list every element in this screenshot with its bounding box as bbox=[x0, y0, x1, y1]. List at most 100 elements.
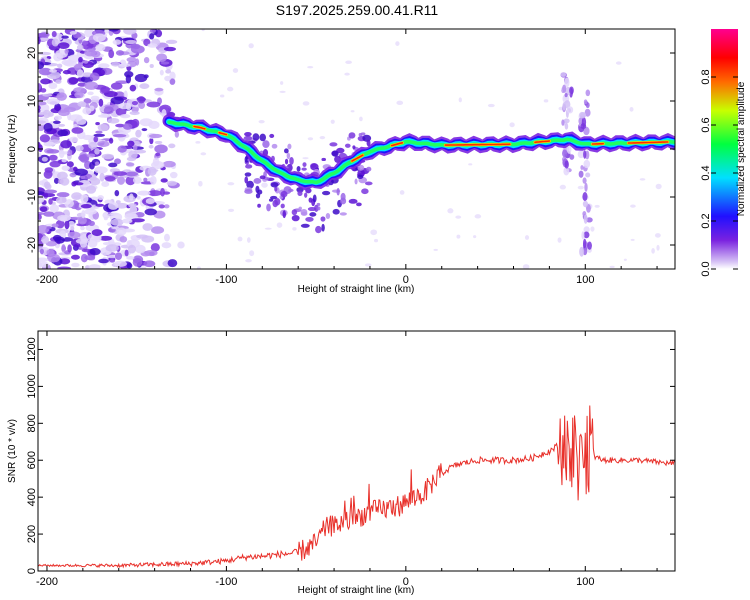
noise-blob bbox=[566, 106, 574, 114]
noise-blob bbox=[126, 57, 137, 63]
noise-blob bbox=[271, 143, 278, 149]
noise-blob bbox=[297, 190, 303, 197]
noise-blob bbox=[583, 238, 587, 249]
noise-blob bbox=[64, 48, 69, 54]
noise-blob bbox=[57, 129, 69, 137]
noise-blob bbox=[583, 226, 590, 233]
noise-blob bbox=[76, 44, 84, 51]
noise-blob bbox=[132, 176, 142, 184]
noise-blob bbox=[77, 179, 91, 188]
noise-blob bbox=[487, 103, 495, 108]
noise-blob bbox=[84, 81, 98, 90]
noise-blob bbox=[473, 235, 477, 239]
spectrogram-content bbox=[38, 29, 675, 269]
noise-blob bbox=[248, 43, 254, 49]
noise-blob bbox=[75, 32, 82, 38]
noise-blob bbox=[344, 143, 351, 148]
noise-blob bbox=[252, 133, 260, 141]
noise-blob bbox=[77, 216, 87, 225]
snr-y-tick-label: 1000 bbox=[26, 374, 38, 398]
noise-blob bbox=[94, 148, 100, 155]
noise-blob bbox=[61, 165, 70, 171]
ridge-peak-segment bbox=[627, 141, 669, 144]
noise-blob bbox=[83, 98, 92, 104]
ridge-peak-segment bbox=[193, 125, 206, 130]
noise-blob bbox=[41, 235, 50, 244]
noise-blob bbox=[71, 262, 80, 268]
noise-blob bbox=[88, 220, 95, 227]
noise-blob bbox=[53, 120, 61, 125]
noise-blob bbox=[38, 257, 49, 263]
spectrogram-x-tick-label: 0 bbox=[403, 274, 409, 286]
noise-blob bbox=[101, 181, 110, 188]
noise-blob bbox=[154, 87, 164, 92]
noise-blob bbox=[95, 130, 103, 134]
noise-blob bbox=[580, 112, 586, 117]
noise-blob bbox=[307, 207, 317, 212]
noise-blob bbox=[137, 190, 151, 196]
noise-blob bbox=[81, 248, 92, 253]
noise-blob bbox=[114, 158, 121, 165]
noise-blob bbox=[244, 131, 252, 137]
snr-frame bbox=[37, 330, 676, 572]
noise-blob bbox=[456, 234, 461, 239]
noise-blob bbox=[117, 176, 126, 185]
noise-blob bbox=[237, 236, 243, 242]
noise-blob bbox=[38, 67, 52, 76]
colorbar-tick-label: 0.6 bbox=[700, 117, 712, 132]
noise-blob bbox=[146, 101, 161, 108]
noise-blob bbox=[48, 154, 58, 161]
noise-blob bbox=[88, 141, 98, 150]
noise-blob bbox=[270, 195, 278, 200]
noise-blob bbox=[127, 244, 136, 254]
noise-blob bbox=[244, 156, 249, 163]
noise-blob bbox=[300, 223, 310, 228]
noise-blob bbox=[166, 180, 178, 186]
noise-blob bbox=[38, 144, 43, 153]
noise-blob bbox=[119, 236, 128, 243]
noise-blob bbox=[308, 197, 313, 203]
snr-y-tick-label: 200 bbox=[26, 525, 38, 543]
noise-blob bbox=[149, 175, 157, 185]
noise-blob bbox=[366, 139, 371, 147]
noise-blob bbox=[244, 176, 249, 184]
noise-blob bbox=[257, 203, 261, 208]
spectrogram-x-label: Height of straight line (km) bbox=[298, 284, 415, 295]
noise-blob bbox=[583, 214, 588, 224]
noise-blob bbox=[329, 142, 338, 147]
noise-blob bbox=[98, 98, 104, 107]
noise-blob bbox=[227, 86, 234, 92]
noise-blob bbox=[125, 171, 139, 177]
noise-blob bbox=[594, 204, 600, 208]
noise-blob bbox=[159, 69, 164, 76]
noise-blob bbox=[91, 229, 103, 237]
noise-blob bbox=[49, 204, 60, 213]
noise-blob bbox=[200, 152, 207, 156]
noise-blob bbox=[59, 216, 68, 222]
noise-blob bbox=[112, 134, 127, 138]
noise-blob bbox=[114, 189, 120, 197]
noise-blob bbox=[126, 256, 135, 260]
noise-blob bbox=[67, 231, 81, 239]
noise-blob bbox=[84, 29, 94, 38]
noise-blob bbox=[509, 122, 515, 128]
snr-y-tick-label: 600 bbox=[26, 451, 38, 469]
noise-blob bbox=[562, 102, 566, 111]
noise-blob bbox=[557, 237, 562, 243]
noise-blob bbox=[270, 182, 279, 188]
noise-blob bbox=[38, 105, 41, 111]
noise-blob bbox=[639, 178, 646, 181]
noise-blob bbox=[246, 180, 254, 189]
noise-blob bbox=[90, 95, 100, 101]
noise-blob bbox=[69, 30, 77, 35]
noise-blob bbox=[71, 181, 77, 187]
noise-blob bbox=[40, 88, 47, 93]
colorbar-tick-label: 0.2 bbox=[700, 213, 712, 228]
noise-blob bbox=[110, 218, 124, 226]
noise-blob bbox=[53, 52, 62, 62]
noise-blob bbox=[38, 117, 49, 126]
noise-blob bbox=[89, 176, 98, 181]
noise-blob bbox=[141, 235, 155, 243]
